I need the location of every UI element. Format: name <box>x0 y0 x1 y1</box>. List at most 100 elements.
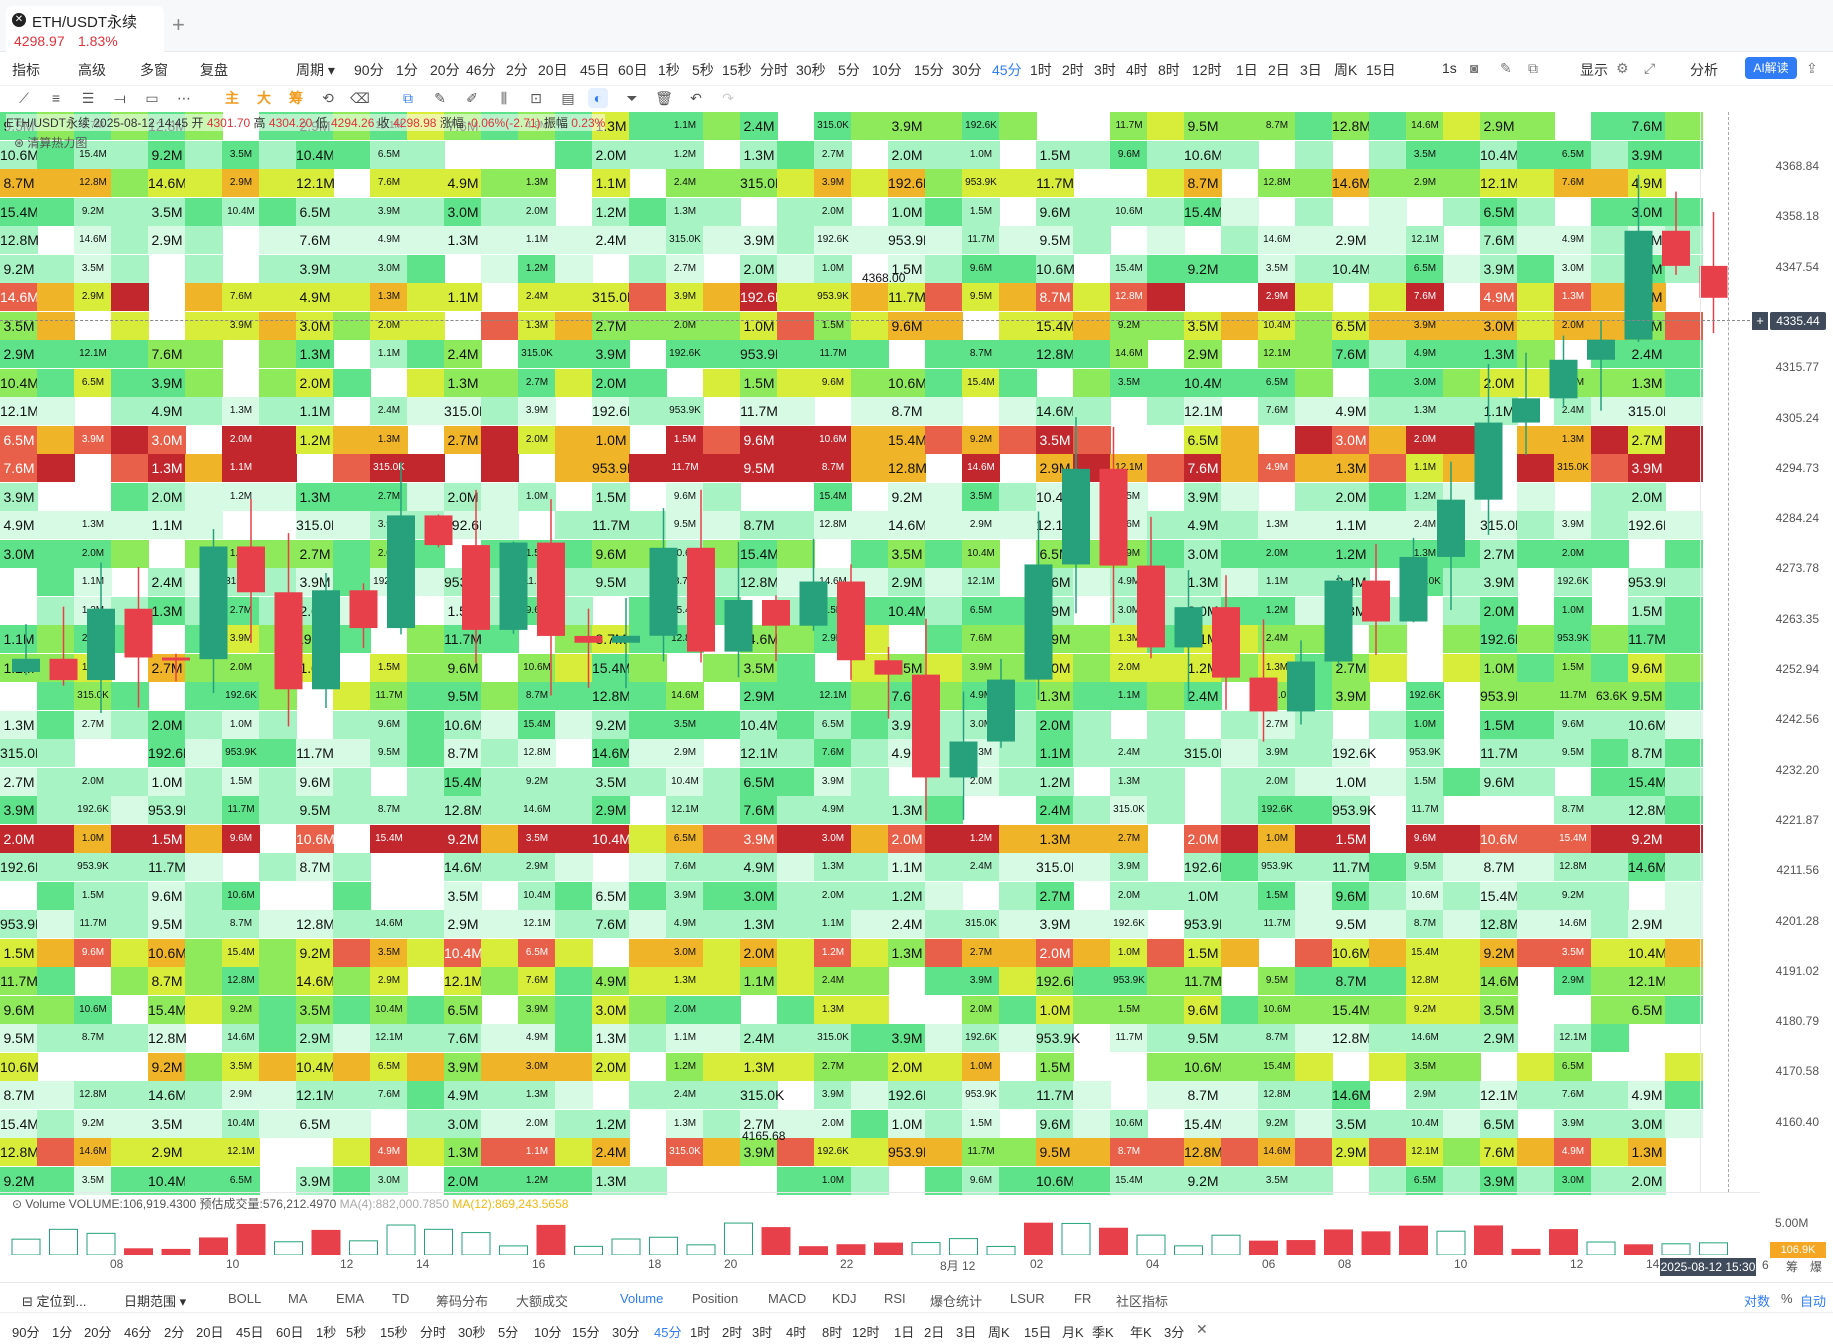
toolbar-item-28[interactable]: 12时 <box>1192 62 1222 78</box>
more-tools-icon[interactable]: ⋯ <box>177 90 191 106</box>
camera-icon[interactable]: ◙ <box>1470 60 1479 76</box>
rectangle-icon[interactable]: ▭ <box>145 90 159 106</box>
period-14[interactable]: 10分 <box>534 1325 562 1340</box>
period-13[interactable]: 5分 <box>498 1325 519 1340</box>
toolbar-item-29[interactable]: 1日 <box>1236 62 1258 78</box>
period-7[interactable]: 60日 <box>276 1325 304 1340</box>
chip-button[interactable]: 筹 <box>289 90 303 106</box>
toolbar-item-4[interactable]: 周期 ▾ <box>296 62 335 78</box>
period-0[interactable]: 90分 <box>12 1325 40 1340</box>
fullscreen-icon[interactable]: ⤢ <box>1644 60 1656 76</box>
symbol-tab[interactable]: ✕ ETH/USDT永续 4298.97 1.83% <box>6 6 164 52</box>
period-19[interactable]: 2时 <box>722 1325 743 1340</box>
indicator-13[interactable]: FR <box>1074 1291 1092 1306</box>
indicator-10[interactable]: RSI <box>884 1291 906 1306</box>
toolbar-item-2[interactable]: 多窗 <box>140 62 168 78</box>
period-22[interactable]: 8时 <box>822 1325 843 1340</box>
locate-button[interactable]: ⊟ 定位到... <box>22 1294 87 1309</box>
indicator-8[interactable]: MACD <box>768 1291 807 1306</box>
percent-scale-toggle[interactable]: % <box>1781 1291 1793 1306</box>
share-icon[interactable]: ⇪ <box>1806 60 1818 76</box>
indicator-9[interactable]: KDJ <box>832 1291 857 1306</box>
trash-icon[interactable]: 🗑 <box>655 90 673 106</box>
toolbar-item-7[interactable]: 20分 <box>430 62 460 78</box>
undo-icon[interactable]: ↶ <box>690 90 702 106</box>
close-icon[interactable]: ✕ <box>12 13 26 27</box>
pen-icon[interactable]: ✎ <box>434 90 446 106</box>
toolbar-item-24[interactable]: 2时 <box>1062 62 1084 78</box>
period-1[interactable]: 1分 <box>52 1325 73 1340</box>
toolbar-item-5[interactable]: 90分 <box>354 62 384 78</box>
period-28[interactable]: 15日 <box>1024 1325 1052 1340</box>
indicator-2[interactable]: EMA <box>336 1291 365 1306</box>
period-29[interactable]: 月K <box>1062 1325 1084 1340</box>
indicator-0[interactable]: BOLL <box>228 1291 262 1306</box>
log-scale-toggle[interactable]: 对数 <box>1744 1294 1771 1309</box>
toolbar-item-27[interactable]: 8时 <box>1158 62 1180 78</box>
pen-icon[interactable]: ✎ <box>1500 60 1512 76</box>
indicator-1[interactable]: MA <box>288 1291 308 1306</box>
line-tool-icon[interactable]: ⟋ <box>19 90 29 106</box>
period-2[interactable]: 20分 <box>84 1325 112 1340</box>
toolbar-item-17[interactable]: 30秒 <box>796 62 826 78</box>
indicator-12[interactable]: LSUR <box>1010 1291 1045 1306</box>
toolbar-item-13[interactable]: 1秒 <box>658 62 680 78</box>
period-21[interactable]: 4时 <box>786 1325 807 1340</box>
period-10[interactable]: 15秒 <box>380 1325 408 1340</box>
period-25[interactable]: 2日 <box>924 1325 945 1340</box>
settings-icon[interactable]: ⚙ <box>1616 60 1629 76</box>
toolbar-item-10[interactable]: 20日 <box>538 62 568 78</box>
add-alert-icon[interactable]: + <box>1752 312 1768 330</box>
toolbar-item-31[interactable]: 3日 <box>1300 62 1322 78</box>
indicator-4[interactable]: 筹码分布 <box>436 1294 489 1309</box>
indicator-11[interactable]: 爆仓统计 <box>930 1294 983 1309</box>
toolbar-item-26[interactable]: 4时 <box>1126 62 1148 78</box>
main-force-button[interactable]: 主 <box>225 90 239 106</box>
period-32[interactable]: 3分 <box>1164 1325 1185 1340</box>
period-27[interactable]: 周K <box>988 1325 1010 1340</box>
price-chart[interactable]: 9.5M8.7M12.8M2.9M12.1M7.6M4.9M1.3M1.1M2.… <box>0 112 1760 1195</box>
date-range-select[interactable]: 日期范围 ▾ <box>124 1294 187 1309</box>
toolbar-item-6[interactable]: 1分 <box>396 62 418 78</box>
period-16[interactable]: 30分 <box>612 1325 640 1340</box>
period-3[interactable]: 46分 <box>124 1325 152 1340</box>
toolbar-item-21[interactable]: 30分 <box>952 62 982 78</box>
big-order-button[interactable]: 大 <box>257 90 271 106</box>
period-15[interactable]: 15分 <box>572 1325 600 1340</box>
indicator-14[interactable]: 社区指标 <box>1116 1294 1169 1309</box>
indicator-7[interactable]: Position <box>692 1291 739 1306</box>
horizontal-ray-icon[interactable]: ⟞ <box>114 90 126 106</box>
copy-icon[interactable]: ⧉ <box>403 90 413 106</box>
analysis-menu[interactable]: 分析 <box>1690 62 1718 78</box>
interval-select[interactable]: 1s <box>1442 60 1457 76</box>
horizontal-lines-icon[interactable]: ☰ <box>81 90 95 106</box>
redo-icon[interactable]: ↷ <box>722 90 734 106</box>
period-4[interactable]: 2分 <box>164 1325 185 1340</box>
toolbar-item-1[interactable]: 高级 <box>78 62 106 78</box>
toolbar-item-8[interactable]: 46分 <box>466 62 496 78</box>
auto-scale-toggle[interactable]: 自动 <box>1800 1294 1827 1309</box>
toolbar-item-20[interactable]: 15分 <box>914 62 944 78</box>
toolbar-item-23[interactable]: 1时 <box>1030 62 1052 78</box>
display-menu[interactable]: 显示 <box>1580 62 1608 78</box>
toolbar-item-32[interactable]: 周K <box>1334 62 1358 78</box>
toolbar-item-18[interactable]: 5分 <box>838 62 860 78</box>
period-8[interactable]: 1秒 <box>316 1325 337 1340</box>
note-icon[interactable]: ▤ <box>561 90 575 106</box>
window-icon[interactable]: ⧉ <box>1528 60 1538 76</box>
add-tab-button[interactable]: + <box>172 12 185 37</box>
period-20[interactable]: 3时 <box>752 1325 773 1340</box>
price-axis[interactable]: 4368.844358.184347.544326.344315.774305.… <box>1700 112 1833 1192</box>
toolbar-item-12[interactable]: 60日 <box>618 62 648 78</box>
period-17[interactable]: 45分 <box>654 1325 682 1340</box>
toolbar-item-0[interactable]: 指标 <box>12 62 40 78</box>
toolbar-item-25[interactable]: 3时 <box>1094 62 1116 78</box>
filter-icon[interactable]: ⏷ <box>626 90 638 106</box>
parallel-lines-icon[interactable]: ≡ <box>51 90 61 106</box>
toolbar-item-30[interactable]: 2日 <box>1268 62 1290 78</box>
magnet-icon[interactable]: ◐ <box>588 88 608 108</box>
volume-pane[interactable]: ⊙ Volume VOLUME:106,919.4300 预估成交量:576,2… <box>0 1192 1760 1255</box>
close-periods-icon[interactable]: ✕ <box>1196 1321 1208 1337</box>
toolbar-item-16[interactable]: 分时 <box>760 62 788 78</box>
toolbar-item-22[interactable]: 45分 <box>992 62 1022 78</box>
